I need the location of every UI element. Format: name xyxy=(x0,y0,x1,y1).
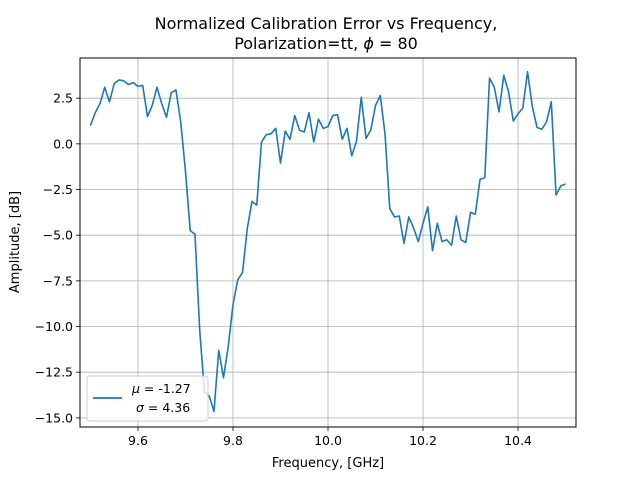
x-tick-label: 10.2 xyxy=(409,433,437,448)
legend-mu-symbol: μ xyxy=(131,381,140,396)
y-tick-label: −2.5 xyxy=(43,182,73,197)
plot-area xyxy=(79,57,577,428)
legend-mu-entry: μ = -1.27 xyxy=(131,381,191,396)
y-tick-label: −10.0 xyxy=(35,319,73,334)
legend-sigma-entry: σ = 4.36 xyxy=(136,400,190,415)
x-tick-label: 9.6 xyxy=(128,433,148,448)
series-group xyxy=(89,70,566,413)
y-tick-label: −5.0 xyxy=(43,228,73,243)
chart-title-line2: Polarization=tt, ϕ = 80 xyxy=(234,34,418,53)
chart-title-phi-symbol: ϕ xyxy=(363,34,374,53)
series-line xyxy=(89,70,566,413)
legend-mu-value: = -1.27 xyxy=(140,381,191,396)
y-tick-label: −15.0 xyxy=(35,410,73,425)
legend-sigma-symbol: σ xyxy=(136,400,145,415)
x-tick-label: 10.4 xyxy=(504,433,532,448)
chart-title-line1: Normalized Calibration Error vs Frequenc… xyxy=(155,14,498,33)
x-axis-ticks: 9.6 9.8 10.0 10.2 10.4 xyxy=(128,427,532,448)
y-tick-label: −7.5 xyxy=(43,273,73,288)
y-axis-label: Amplitude, [dB] xyxy=(8,191,23,293)
x-tick-label: 10.0 xyxy=(314,433,342,448)
y-tick-label: 2.5 xyxy=(53,91,73,106)
chart-title-line2-prefix: Polarization=tt, xyxy=(234,34,363,53)
legend-sigma-value: = 4.36 xyxy=(144,400,190,415)
x-axis-label: Frequency, [GHz] xyxy=(272,456,384,471)
x-tick-label: 9.8 xyxy=(223,433,243,448)
y-tick-label: 0.0 xyxy=(53,136,73,151)
y-axis-ticks: 2.5 0.0 −2.5 −5.0 −7.5 −10.0 −12.5 −15.0 xyxy=(35,91,80,425)
chart-title-line2-suffix: = 80 xyxy=(374,34,418,53)
legend: μ = -1.27 σ = 4.36 xyxy=(86,375,209,422)
x-grid-lines xyxy=(137,58,519,427)
y-tick-label: −12.5 xyxy=(35,365,73,380)
legend-box xyxy=(86,375,209,422)
